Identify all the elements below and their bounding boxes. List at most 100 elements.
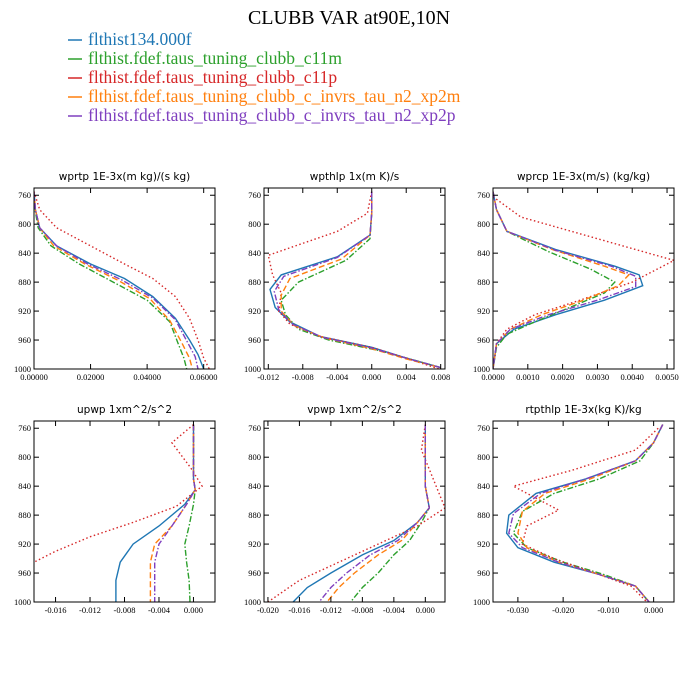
y-tick-label: 800 bbox=[18, 219, 31, 229]
x-tick-label: -0.012 bbox=[79, 605, 101, 615]
series-line bbox=[493, 191, 637, 369]
series-line bbox=[269, 191, 441, 369]
y-tick-label: 760 bbox=[248, 423, 261, 433]
y-tick-label: 920 bbox=[477, 306, 490, 316]
x-tick-label: 0.008 bbox=[431, 372, 450, 382]
series-line bbox=[511, 427, 659, 602]
legend-entry: flthist134.000f bbox=[88, 29, 192, 49]
series-line bbox=[280, 191, 441, 369]
series-line bbox=[512, 424, 664, 602]
x-tick-label: 0.000 bbox=[416, 605, 435, 615]
x-tick-label: -0.012 bbox=[257, 372, 279, 382]
series-line bbox=[154, 424, 196, 602]
y-tick-label: 800 bbox=[248, 452, 261, 462]
y-tick-label: 920 bbox=[248, 539, 261, 549]
y-tick-label: 880 bbox=[18, 510, 31, 520]
y-tick-label: 880 bbox=[477, 510, 490, 520]
y-tick-label: 760 bbox=[248, 190, 261, 200]
series-line bbox=[493, 191, 631, 369]
y-tick-label: 880 bbox=[477, 277, 490, 287]
y-tick-label: 840 bbox=[248, 481, 261, 491]
y-tick-label: 960 bbox=[248, 335, 261, 345]
plot-frame bbox=[263, 187, 446, 370]
series-line bbox=[292, 424, 431, 602]
y-tick-label: 800 bbox=[477, 219, 490, 229]
legend-entry: flthist.fdef.taus_tuning_clubb_c_invrs_t… bbox=[88, 86, 461, 106]
y-tick-label: 760 bbox=[18, 423, 31, 433]
legend: flthist134.000fflthist.fdef.taus_tuning_… bbox=[68, 29, 461, 125]
y-tick-label: 800 bbox=[248, 219, 261, 229]
x-tick-label: 0.0030 bbox=[586, 372, 609, 382]
y-tick-label: 800 bbox=[18, 452, 31, 462]
series-line bbox=[318, 424, 431, 602]
x-tick-label: -0.016 bbox=[288, 605, 310, 615]
series-line bbox=[34, 191, 199, 369]
panel-title: rtpthlp 1E-3x(kg K)/kg bbox=[525, 404, 641, 416]
series-line bbox=[34, 191, 188, 369]
x-tick-label: -0.008 bbox=[114, 605, 136, 615]
x-tick-label: -0.020 bbox=[552, 605, 574, 615]
x-tick-label: 0.004 bbox=[397, 372, 417, 382]
series-line bbox=[493, 191, 616, 369]
series-line bbox=[34, 191, 194, 369]
series-line bbox=[267, 191, 440, 369]
y-tick-label: 960 bbox=[248, 568, 261, 578]
y-tick-label: 960 bbox=[477, 568, 490, 578]
x-tick-label: -0.008 bbox=[292, 372, 314, 382]
series-line bbox=[517, 424, 664, 602]
panel-title: wprcp 1E-3x(m/s) (kg/kg) bbox=[517, 171, 650, 183]
series-line bbox=[508, 424, 664, 602]
x-tick-label: -0.004 bbox=[326, 372, 349, 382]
legend-entry: flthist.fdef.taus_tuning_clubb_c11m bbox=[88, 48, 342, 68]
x-tick-label: 0.06000 bbox=[190, 372, 218, 382]
y-tick-label: 880 bbox=[18, 277, 31, 287]
y-tick-label: 760 bbox=[477, 190, 490, 200]
y-tick-label: 960 bbox=[18, 568, 31, 578]
y-tick-label: 760 bbox=[18, 190, 31, 200]
y-tick-label: 1000 bbox=[14, 364, 31, 374]
x-tick-label: -0.016 bbox=[45, 605, 67, 615]
series-line bbox=[34, 424, 204, 563]
x-tick-label: 0.000 bbox=[362, 372, 381, 382]
y-tick-label: 840 bbox=[248, 248, 261, 258]
panel-2: wpthlp 1x(m K)/s7608008408809209601000-0… bbox=[244, 171, 450, 382]
series-line bbox=[493, 191, 644, 369]
x-tick-label: 0.0010 bbox=[516, 372, 539, 382]
x-tick-label: 0.02000 bbox=[77, 372, 105, 382]
y-tick-label: 920 bbox=[18, 306, 31, 316]
panel-5: vpwp 1xm^2/s^27608008408809209601000-0.0… bbox=[244, 404, 446, 615]
series-line bbox=[280, 191, 441, 369]
series-line bbox=[326, 424, 431, 602]
y-tick-label: 960 bbox=[18, 335, 31, 345]
figure-title: CLUBB VAR at90E,10N bbox=[248, 7, 450, 29]
plot-frame bbox=[492, 420, 675, 603]
y-tick-label: 920 bbox=[248, 306, 261, 316]
y-tick-label: 1000 bbox=[14, 597, 31, 607]
series-line bbox=[350, 424, 431, 602]
x-tick-label: -0.012 bbox=[320, 605, 342, 615]
y-tick-label: 1000 bbox=[244, 364, 261, 374]
legend-entry: flthist.fdef.taus_tuning_clubb_c11p bbox=[88, 67, 337, 87]
y-tick-label: 840 bbox=[477, 481, 490, 491]
plot-frame bbox=[33, 187, 216, 370]
x-tick-label: -0.010 bbox=[597, 605, 619, 615]
plot-frame bbox=[263, 420, 446, 603]
x-tick-label: -0.004 bbox=[383, 605, 406, 615]
x-tick-label: 0.000 bbox=[644, 605, 663, 615]
x-tick-label: 0.00000 bbox=[20, 372, 48, 382]
plot-frame bbox=[492, 187, 675, 370]
x-tick-label: 0.0050 bbox=[655, 372, 678, 382]
y-tick-label: 880 bbox=[248, 510, 261, 520]
panel-title: vpwp 1xm^2/s^2 bbox=[307, 404, 402, 416]
y-tick-label: 880 bbox=[248, 277, 261, 287]
panel-6: rtpthlp 1E-3x(kg K)/kg 760 800 840 880 920 960… bbox=[473, 404, 675, 615]
y-tick-label: 960 bbox=[477, 335, 490, 345]
x-tick-label: 0.04000 bbox=[133, 372, 161, 382]
y-tick-label: 1000 bbox=[473, 597, 490, 607]
panel-grid: wprtp 1E-3x(m kg)/(s kg) 760 800 840 880 920 9… bbox=[14, 171, 679, 615]
panel-title: wpthlp 1x(m K)/s bbox=[310, 171, 400, 183]
panel-title: wprtp 1E-3x(m kg)/(s kg) bbox=[59, 171, 190, 183]
y-tick-label: 840 bbox=[18, 481, 31, 491]
panel-1: wprtp 1E-3x(m kg)/(s kg) 760 800 840 880 920 9… bbox=[14, 171, 218, 382]
